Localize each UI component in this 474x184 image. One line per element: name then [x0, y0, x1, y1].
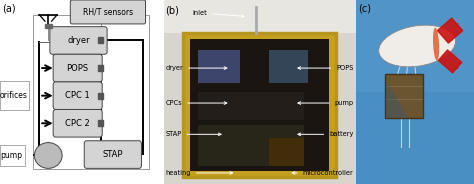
Text: microcontroller: microcontroller: [292, 170, 354, 176]
Text: (c): (c): [358, 4, 371, 14]
Polygon shape: [386, 81, 409, 118]
Ellipse shape: [433, 28, 439, 61]
Bar: [164, 0, 356, 33]
Bar: [98, 93, 103, 99]
Bar: [0, 81, 28, 110]
Bar: [356, 0, 474, 92]
Bar: [269, 50, 308, 83]
Ellipse shape: [34, 143, 62, 168]
Text: (a): (a): [1, 4, 15, 14]
Bar: [0, 145, 25, 166]
Text: pump: pump: [0, 151, 22, 160]
Text: STAP: STAP: [165, 131, 221, 137]
FancyArrowPatch shape: [438, 50, 462, 73]
Bar: [98, 37, 103, 43]
Text: (b): (b): [165, 6, 179, 15]
Text: heating: heating: [165, 170, 233, 176]
FancyBboxPatch shape: [84, 141, 141, 168]
Ellipse shape: [379, 25, 456, 67]
Bar: [198, 92, 304, 120]
Text: CPCs: CPCs: [165, 100, 227, 106]
Text: orifices: orifices: [0, 91, 28, 100]
FancyBboxPatch shape: [53, 82, 102, 109]
Text: CPC 1: CPC 1: [65, 91, 90, 100]
Text: POPS: POPS: [67, 64, 89, 72]
Bar: [45, 24, 52, 28]
Bar: [385, 74, 423, 118]
Text: inlet: inlet: [192, 10, 244, 17]
Bar: [198, 125, 304, 166]
FancyBboxPatch shape: [50, 27, 107, 54]
Bar: [98, 65, 103, 71]
FancyBboxPatch shape: [70, 0, 146, 24]
Bar: [182, 33, 336, 177]
Bar: [191, 39, 328, 171]
Bar: [33, 15, 149, 169]
Text: STAP: STAP: [102, 150, 123, 159]
Text: dryer: dryer: [165, 65, 227, 71]
Bar: [269, 138, 304, 166]
Text: dryer: dryer: [67, 36, 90, 45]
FancyBboxPatch shape: [53, 109, 102, 137]
Text: pump: pump: [298, 100, 354, 106]
Bar: [198, 50, 240, 83]
Bar: [98, 120, 103, 126]
FancyBboxPatch shape: [53, 54, 102, 82]
Text: POPS: POPS: [298, 65, 354, 71]
Text: CPC 2: CPC 2: [65, 119, 90, 128]
Text: battery: battery: [298, 131, 354, 137]
Text: RH/T sensors: RH/T sensors: [83, 8, 133, 16]
FancyArrowPatch shape: [438, 18, 463, 43]
